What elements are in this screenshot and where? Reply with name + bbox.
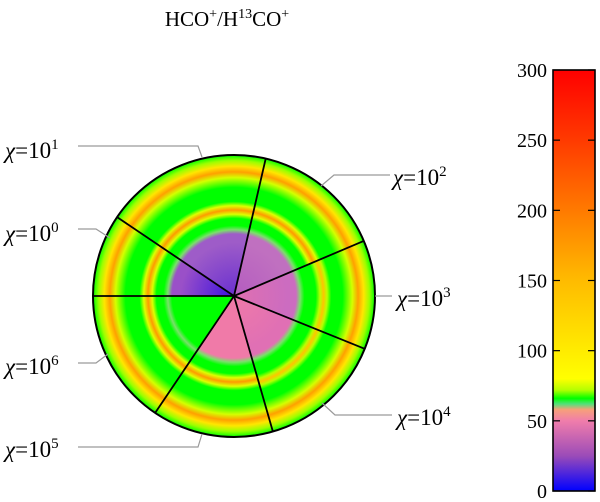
label-leader bbox=[320, 174, 390, 187]
sector-chi-1e2 bbox=[234, 158, 364, 296]
chi-label-1e4: χ=104 bbox=[395, 404, 451, 430]
colorbar-tick-label: 50 bbox=[527, 411, 547, 433]
chi-label-1e2: χ=102 bbox=[391, 164, 447, 190]
colorbar-tick-label: 250 bbox=[517, 130, 547, 152]
chi-label-1e0: χ=100 bbox=[3, 220, 59, 246]
chi-labels: χ=101 χ=100 χ=102 χ=103 χ=104 χ=105 χ=106 bbox=[3, 137, 451, 462]
chi-label-1e3: χ=103 bbox=[395, 285, 451, 311]
polar-heatmap bbox=[92, 154, 376, 438]
colorbar: 0 50 100 150 200 250 300 bbox=[517, 60, 596, 502]
colorbar-tick-label: 100 bbox=[517, 341, 547, 363]
sector-boundary bbox=[233, 158, 267, 297]
chi-label-1e5: χ=105 bbox=[3, 436, 59, 462]
sector-chi-1e4 bbox=[234, 296, 365, 432]
label-leader bbox=[78, 228, 111, 239]
label-leader bbox=[78, 353, 109, 364]
label-leader bbox=[78, 145, 203, 158]
colorbar-tick-label: 300 bbox=[517, 60, 547, 82]
chi-label-1e1: χ=101 bbox=[3, 137, 59, 163]
chi-label-1e6: χ=106 bbox=[3, 353, 59, 379]
sector-chi-1e3 bbox=[234, 240, 375, 349]
colorbar-frame bbox=[552, 69, 596, 492]
colorbar-tick-label: 150 bbox=[517, 271, 547, 293]
sector-boundary bbox=[233, 240, 365, 297]
colorbar-tick-label: 200 bbox=[517, 200, 547, 222]
colorbar-tick-label: 0 bbox=[537, 481, 547, 502]
label-leader bbox=[321, 402, 392, 416]
sector-boundary bbox=[233, 295, 274, 432]
sector-chi-1e6 bbox=[93, 296, 234, 413]
label-leader bbox=[78, 433, 203, 448]
sector-boundary bbox=[154, 295, 235, 414]
sector-boundary bbox=[233, 295, 366, 350]
chart-title: HCO+/H13CO+ bbox=[165, 7, 289, 31]
sector-chi-1e0 bbox=[93, 217, 234, 296]
colorbar-ticks: 0 50 100 150 200 250 300 bbox=[517, 60, 595, 502]
sector-chi-1e1 bbox=[117, 154, 266, 296]
sector-boundary bbox=[116, 216, 235, 297]
